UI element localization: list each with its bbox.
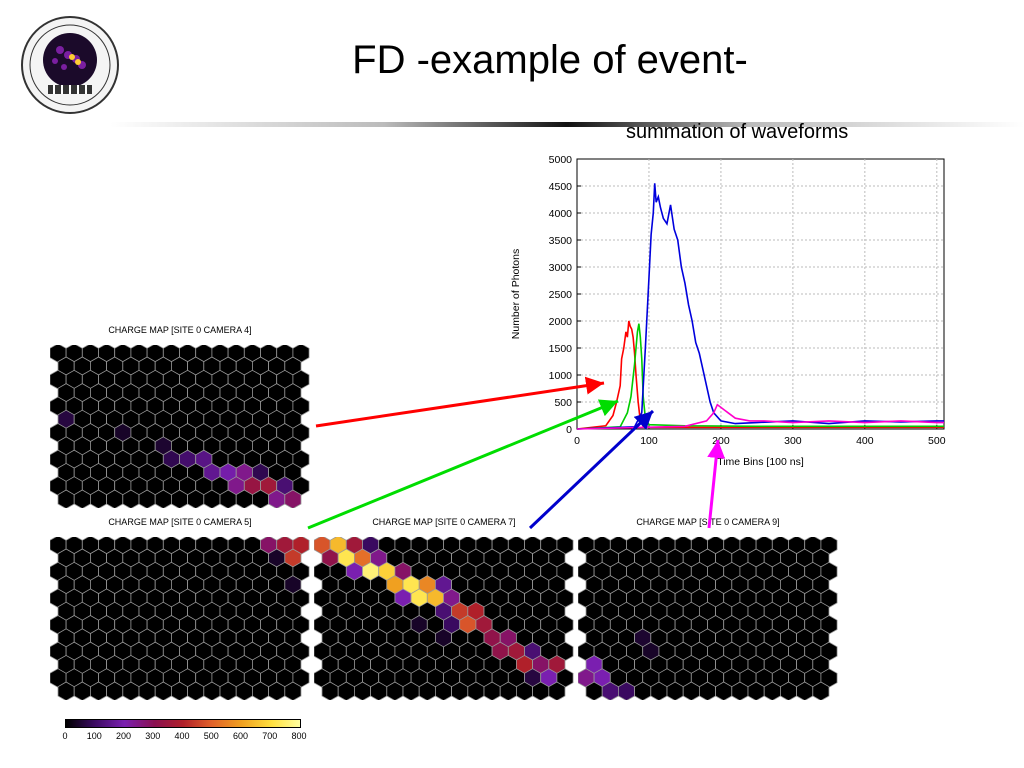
- x-tick-label: 100: [640, 435, 658, 447]
- x-tick-label: 0: [574, 435, 580, 447]
- pixel-cell: [284, 489, 302, 508]
- y-tick-label: 3000: [549, 262, 573, 274]
- y-tick-label: 3500: [549, 235, 573, 247]
- colorbar-tick-label: 300: [145, 731, 161, 741]
- y-tick-label: 2000: [549, 316, 573, 328]
- x-tick-label: 300: [784, 435, 802, 447]
- colorbar-tick-label: 700: [262, 731, 278, 741]
- camera-arrow-1: [307, 399, 619, 530]
- camera-arrow-2: [528, 409, 655, 530]
- x-tick-label: 500: [928, 435, 946, 447]
- camera-9-charge-map: [578, 537, 838, 700]
- y-tick-label: 5000: [549, 154, 573, 166]
- camera-4-title: CHARGE MAP [SITE 0 CAMERA 4]: [108, 325, 252, 335]
- colorbar-tick-label: 500: [203, 731, 219, 741]
- camera-7-title: CHARGE MAP [SITE 0 CAMERA 7]: [372, 517, 516, 527]
- header-divider: [110, 116, 1024, 127]
- camera-5-title: CHARGE MAP [SITE 0 CAMERA 5]: [108, 517, 252, 527]
- colorbar-tick-label: 0: [62, 731, 68, 741]
- y-tick-label: 500: [554, 397, 572, 409]
- pixel-cell: [548, 681, 566, 700]
- waveform-chart: 0500100015002000250030003500400045005000…: [510, 154, 946, 468]
- camera-7-charge-map: [314, 537, 574, 700]
- y-tick-label: 0: [566, 424, 572, 436]
- colorbar-tick-label: 800: [291, 731, 307, 741]
- camera-5-charge-map: [50, 537, 310, 700]
- slide-subtitle: summation of waveforms: [626, 121, 849, 143]
- y-tick-label: 1500: [549, 343, 573, 355]
- slide-title: FD -example of event-: [352, 38, 748, 82]
- colorbar: [65, 719, 301, 728]
- camera-arrow-0: [315, 376, 605, 428]
- colorbar-tick-label: 100: [86, 731, 102, 741]
- colorbar-tick-label: 400: [174, 731, 190, 741]
- camera-9-title: CHARGE MAP [SITE 0 CAMERA 9]: [636, 517, 780, 527]
- colorbar-tick-label: 200: [115, 731, 132, 741]
- camera-arrow-3: [707, 439, 726, 529]
- colorbar-tick-label: 600: [232, 731, 249, 741]
- pixel-cell: [812, 681, 830, 700]
- y-axis-label: Number of Photons: [510, 249, 522, 339]
- y-tick-label: 1000: [549, 370, 573, 382]
- y-tick-label: 4000: [549, 208, 573, 220]
- x-axis-label: Time Bins [100 ns]: [717, 456, 804, 468]
- telescope-array-logo: [20, 15, 120, 115]
- y-tick-label: 4500: [549, 181, 573, 193]
- pixel-cell: [284, 681, 302, 700]
- series-line-3: [576, 403, 944, 430]
- series-line-2: [576, 183, 944, 430]
- x-tick-label: 400: [856, 435, 874, 447]
- y-tick-label: 2500: [549, 289, 573, 301]
- series-line-0: [576, 320, 944, 430]
- series-line-1: [576, 323, 944, 430]
- camera-4-charge-map: [50, 345, 310, 508]
